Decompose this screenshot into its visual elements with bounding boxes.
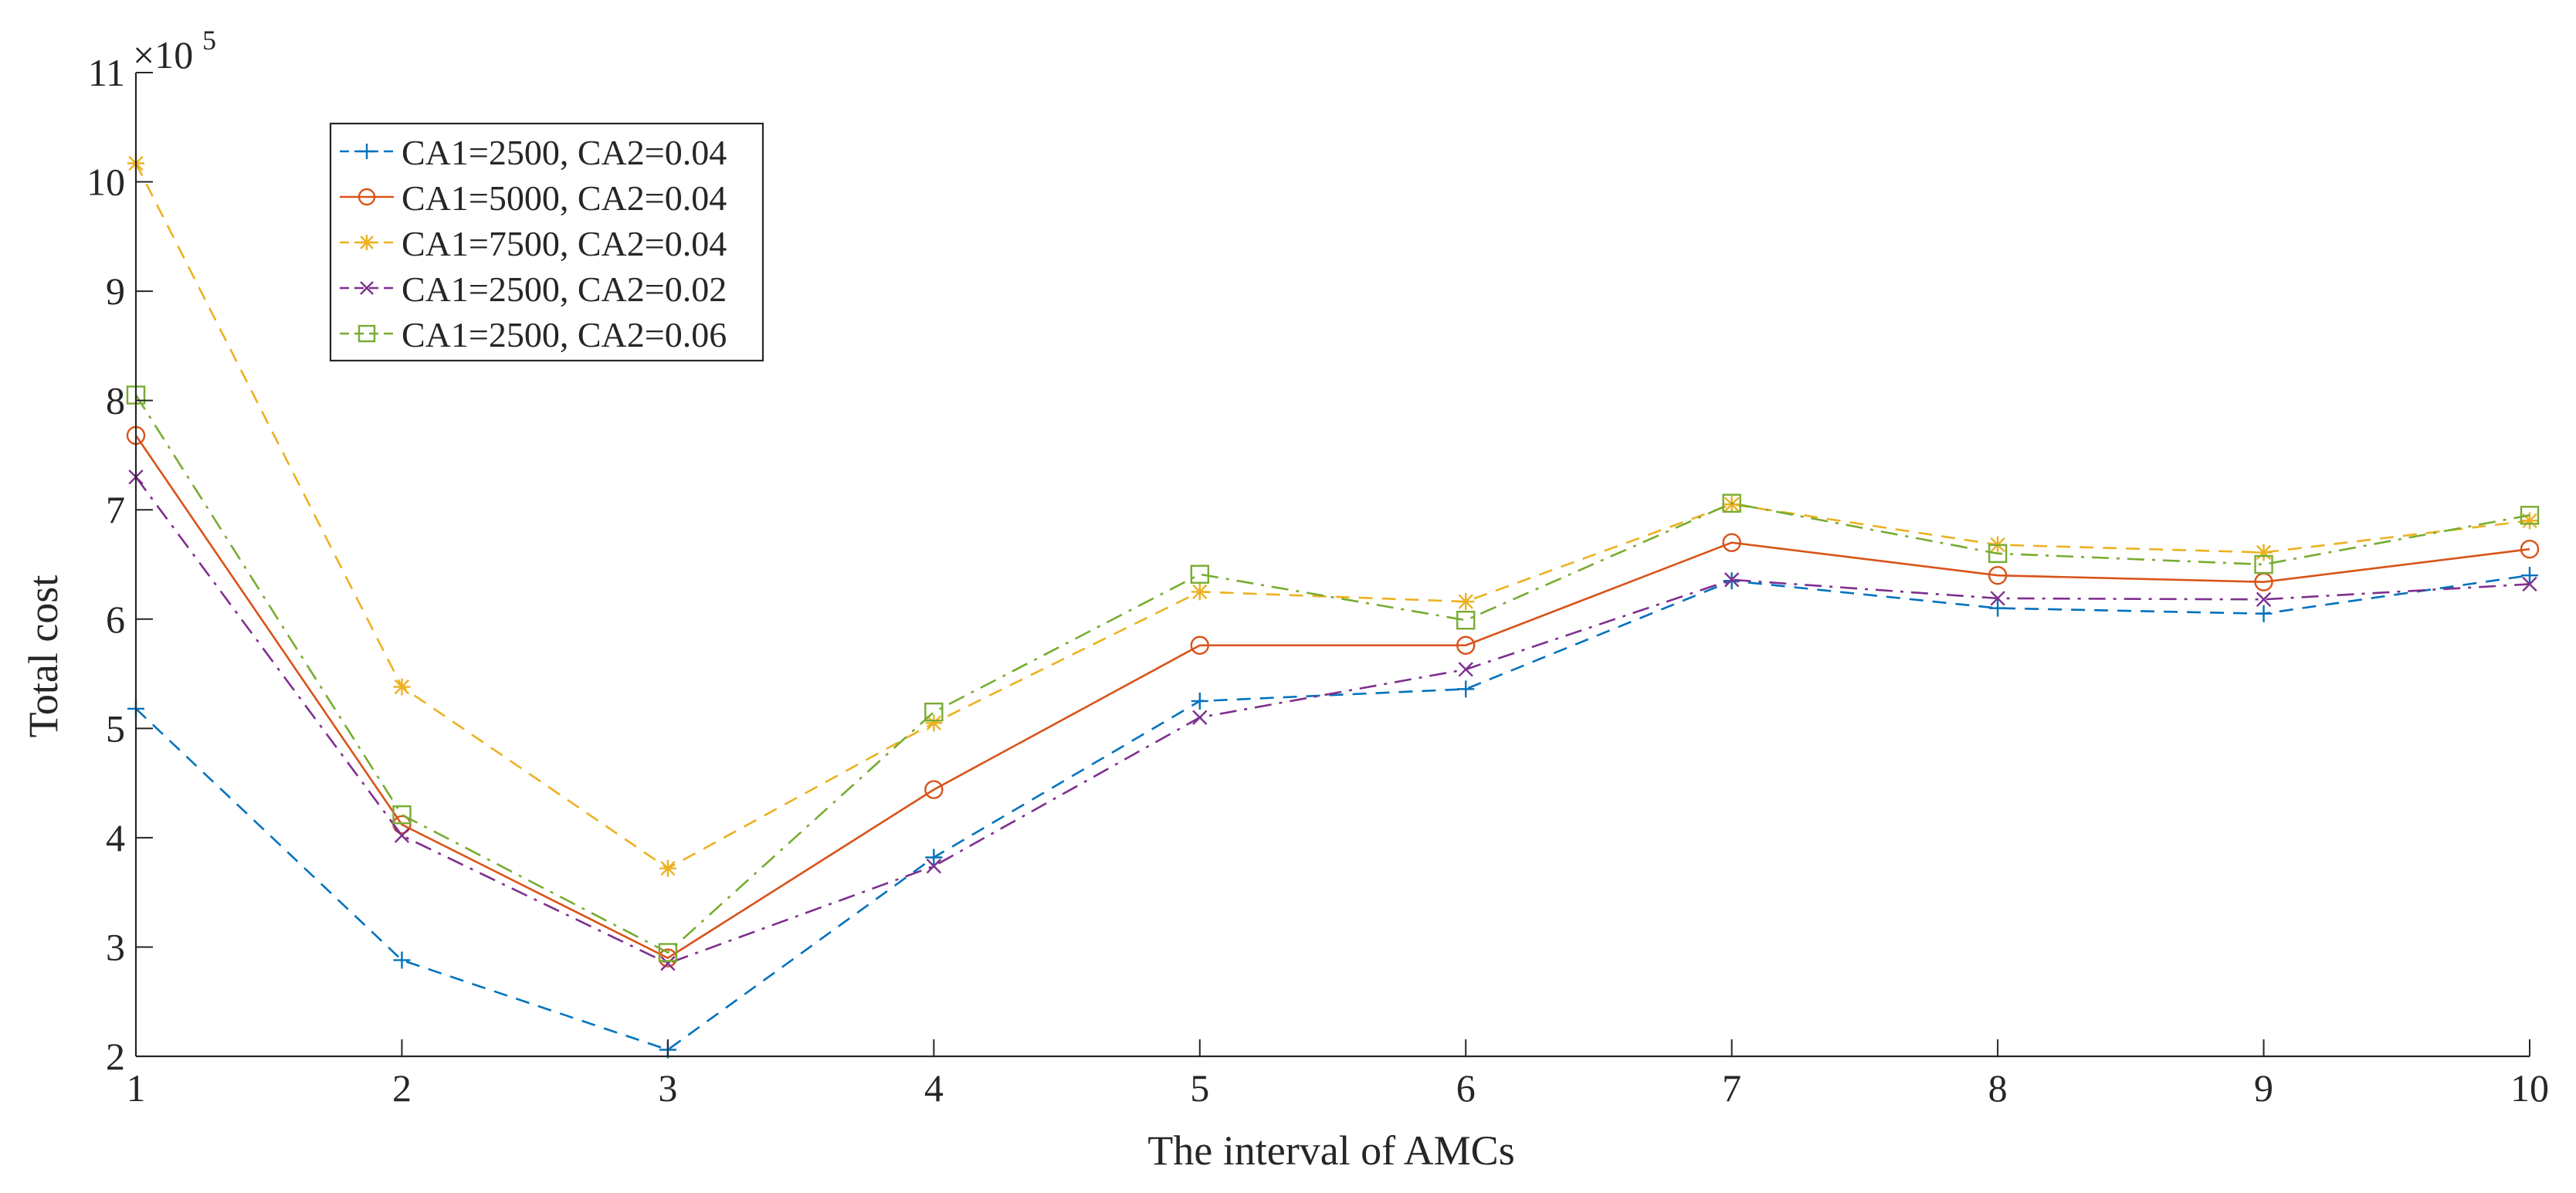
data-point: [1722, 533, 1741, 552]
y-axis-exponent: ×10 5: [133, 25, 216, 76]
data-point: [660, 956, 676, 971]
legend-marker: [358, 324, 376, 343]
legend-marker: [359, 235, 375, 250]
data-point: [925, 849, 943, 866]
data-point: [2520, 506, 2540, 525]
y-tick-label: 10: [86, 161, 125, 204]
data-point: [392, 805, 412, 825]
data-point: [926, 859, 941, 874]
data-point: [2256, 591, 2272, 607]
data-point: [1192, 710, 1208, 725]
data-point: [1722, 493, 1741, 513]
y-tick-label: 2: [106, 1035, 125, 1078]
data-point: [1458, 662, 1473, 677]
data-point: [1988, 565, 2008, 585]
legend-label: CA1=2500, CA2=0.04: [402, 133, 727, 172]
x-tick-label: 9: [2254, 1066, 2273, 1110]
legend-entry: CA1=5000, CA2=0.04: [340, 178, 727, 218]
series-line: [135, 574, 2530, 1051]
legend-entry: CA1=2500, CA2=0.04: [340, 133, 727, 172]
y-tick-label: 6: [106, 598, 125, 641]
legend-label: CA1=2500, CA2=0.02: [402, 269, 727, 309]
y-tick-label: 5: [106, 707, 125, 750]
legend-label: CA1=2500, CA2=0.06: [402, 315, 727, 354]
data-point: [924, 702, 944, 722]
data-point: [393, 951, 411, 969]
legend-marker: [360, 281, 374, 295]
legend-entry: CA1=2500, CA2=0.06: [340, 315, 727, 354]
data-point: [2521, 567, 2538, 585]
data-point: [1456, 635, 1476, 655]
y-tick-label: 3: [106, 925, 125, 968]
y-exponent-base: ×10: [133, 33, 193, 76]
x-tick-label: 6: [1456, 1066, 1476, 1110]
legend-box: [329, 122, 764, 362]
data-point: [1190, 635, 1209, 655]
data-point: [1457, 680, 1475, 698]
x-tick-label: 2: [392, 1066, 412, 1110]
data-point: [1191, 583, 1208, 601]
data-point: [1190, 564, 1209, 584]
data-point: [2522, 576, 2537, 592]
data-point: [1724, 572, 1740, 588]
legend-entry: CA1=7500, CA2=0.04: [340, 224, 727, 263]
y-tick-label: 9: [106, 269, 125, 313]
series-5: [126, 385, 2540, 962]
x-tick-label: 5: [1190, 1066, 1209, 1110]
data-point: [2255, 544, 2273, 561]
data-point: [924, 780, 944, 799]
x-tick-label: 8: [1988, 1066, 2008, 1110]
legend-marker: [359, 144, 375, 159]
legend: CA1=2500, CA2=0.04 CA1=5000, CA2=0.04 CA1=…: [329, 122, 764, 362]
data-point: [1457, 593, 1475, 611]
x-tick-label: 4: [924, 1066, 944, 1110]
legend-marker: [358, 188, 376, 206]
x-tick-label: 7: [1722, 1066, 1741, 1110]
data-point: [2521, 512, 2538, 530]
data-point: [1990, 591, 2005, 606]
y-tick-label: 8: [106, 379, 125, 422]
data-point: [2254, 554, 2273, 574]
y-exponent-power: 5: [202, 25, 216, 56]
x-tick-label: 10: [2510, 1066, 2549, 1110]
data-point: [1988, 544, 2008, 564]
data-point: [1989, 599, 2007, 617]
legend-entry: CA1=2500, CA2=0.02: [340, 269, 727, 309]
data-point: [658, 943, 678, 962]
data-point: [393, 678, 411, 696]
series-line: [134, 162, 2530, 870]
y-tick-label: 11: [88, 51, 125, 94]
x-axis-label: The interval of AMCs: [1147, 1127, 1514, 1174]
data-point: [925, 714, 943, 732]
data-point: [394, 828, 410, 843]
legend-label: CA1=5000, CA2=0.04: [402, 178, 727, 218]
x-tick-label: 1: [127, 1066, 146, 1110]
legend-label: CA1=7500, CA2=0.04: [402, 224, 727, 263]
series-line: [134, 394, 2530, 954]
x-tick-label: 3: [658, 1066, 677, 1110]
data-point: [2520, 539, 2540, 559]
series-2: [126, 425, 2540, 968]
series-4: [128, 469, 2537, 971]
series-1: [127, 567, 2538, 1059]
data-point: [2255, 605, 2273, 622]
series-line: [134, 476, 2530, 965]
data-point: [1191, 692, 1208, 710]
y-tick-label: 7: [106, 488, 125, 531]
data-point: [659, 859, 676, 877]
y-tick-label: 4: [106, 816, 125, 859]
y-axis-label: Total cost: [20, 575, 66, 738]
data-point: [1456, 610, 1476, 630]
series-line: [134, 435, 2530, 960]
